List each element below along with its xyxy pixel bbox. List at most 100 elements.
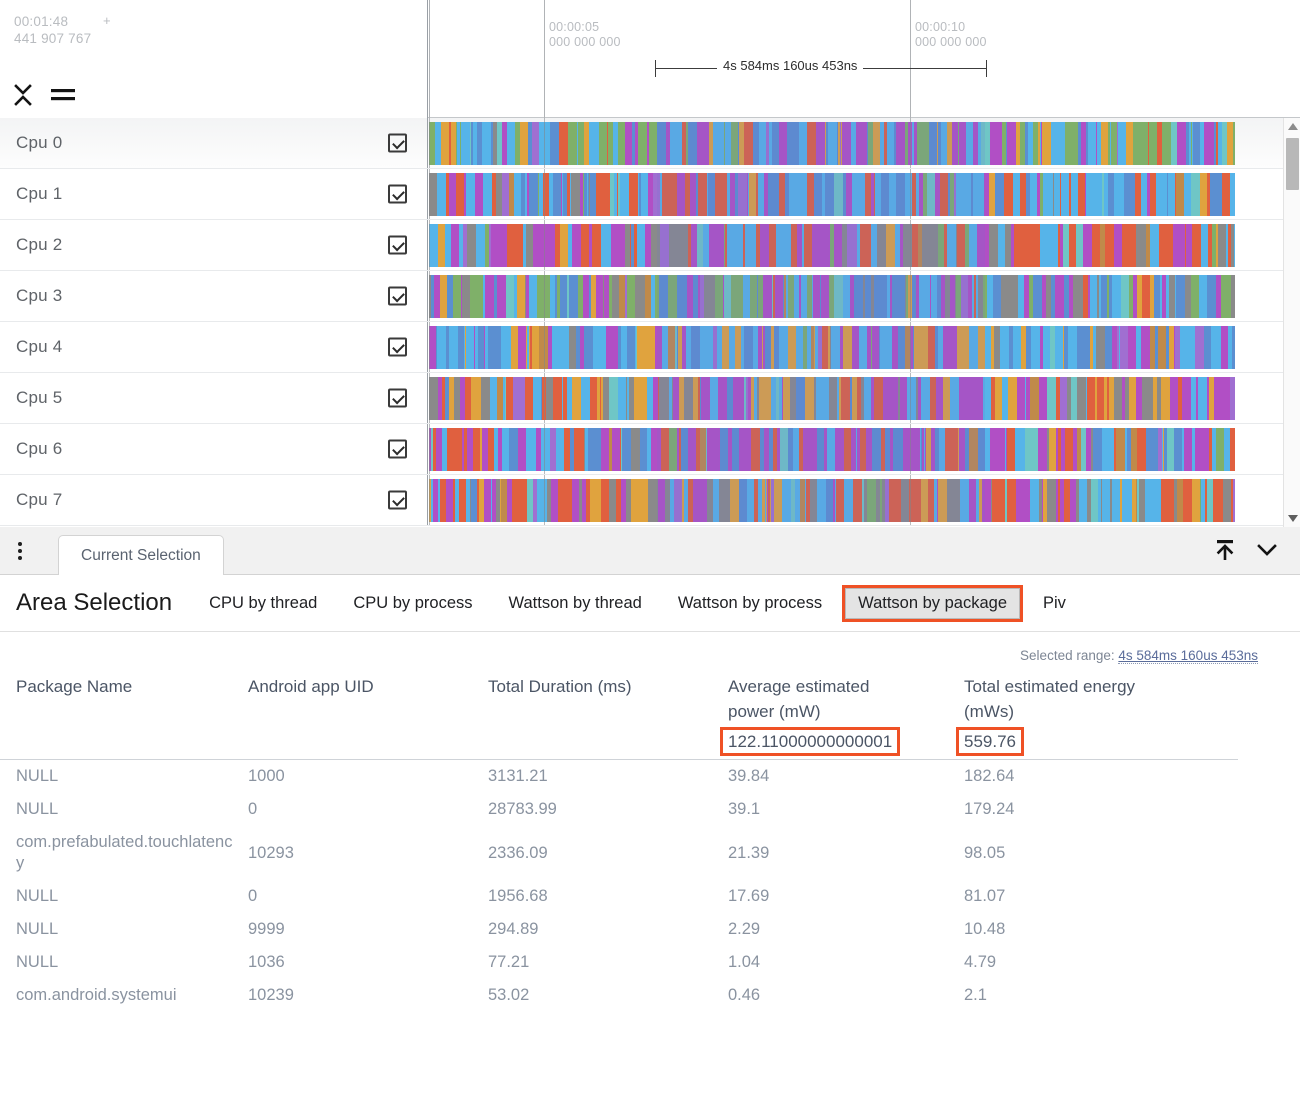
slice[interactable] (1099, 275, 1101, 318)
slice[interactable] (1005, 224, 1011, 267)
slice[interactable] (817, 326, 818, 369)
slice[interactable] (844, 479, 853, 522)
slice[interactable] (874, 275, 882, 318)
slice[interactable] (1060, 173, 1061, 216)
slice[interactable] (779, 326, 788, 369)
slice[interactable] (1162, 122, 1171, 165)
slice[interactable] (620, 173, 629, 216)
slice[interactable] (648, 173, 653, 216)
slice[interactable] (479, 479, 484, 522)
slice[interactable] (502, 173, 509, 216)
slice[interactable] (857, 377, 861, 420)
slice[interactable] (641, 173, 642, 216)
slice[interactable] (978, 122, 981, 165)
slice[interactable] (1191, 173, 1200, 216)
slice[interactable] (923, 479, 928, 522)
slice[interactable] (516, 275, 517, 318)
slice[interactable] (1196, 377, 1198, 420)
slice[interactable] (429, 428, 431, 471)
slice[interactable] (1042, 275, 1044, 318)
track-checkbox[interactable] (388, 235, 407, 255)
slice[interactable] (1173, 224, 1180, 267)
slice[interactable] (762, 326, 763, 369)
slice[interactable] (912, 275, 916, 318)
slice[interactable] (1063, 224, 1069, 267)
slice[interactable] (1161, 479, 1167, 522)
slice[interactable] (1146, 428, 1154, 471)
slice[interactable] (497, 377, 503, 420)
slice[interactable] (937, 275, 941, 318)
slice[interactable] (1116, 428, 1125, 471)
slice[interactable] (431, 275, 434, 318)
slice[interactable] (1148, 122, 1149, 165)
slice[interactable] (673, 122, 682, 165)
slice[interactable] (829, 377, 837, 420)
slice[interactable] (788, 428, 793, 471)
slice[interactable] (1044, 428, 1047, 471)
slice[interactable] (1145, 479, 1153, 522)
slice[interactable] (567, 428, 570, 471)
slice[interactable] (429, 224, 438, 267)
slice[interactable] (921, 428, 922, 471)
slice[interactable] (1133, 275, 1137, 318)
slice[interactable] (606, 326, 609, 369)
slice[interactable] (1192, 428, 1195, 471)
slice[interactable] (592, 479, 600, 522)
slice[interactable] (485, 326, 488, 369)
slice[interactable] (874, 377, 883, 420)
slice[interactable] (1201, 224, 1208, 267)
slice[interactable] (479, 275, 483, 318)
slice[interactable] (571, 173, 580, 216)
slice[interactable] (684, 479, 688, 522)
slice[interactable] (670, 479, 674, 522)
track-checkbox[interactable] (388, 337, 407, 357)
slice[interactable] (1079, 479, 1087, 522)
slice[interactable] (1000, 428, 1005, 471)
chevron-down-icon[interactable] (1254, 540, 1280, 565)
slice[interactable] (912, 122, 914, 165)
slice[interactable] (1042, 122, 1051, 165)
slice[interactable] (1184, 173, 1191, 216)
slice[interactable] (591, 275, 596, 318)
slice[interactable] (584, 173, 587, 216)
slice[interactable] (1136, 224, 1143, 267)
slice[interactable] (989, 173, 995, 216)
slice[interactable] (753, 122, 759, 165)
slice[interactable] (732, 428, 739, 471)
slice[interactable] (751, 377, 753, 420)
slice[interactable] (429, 377, 438, 420)
slice[interactable] (563, 275, 566, 318)
slice[interactable] (640, 428, 647, 471)
slice[interactable] (1063, 326, 1064, 369)
slice[interactable] (771, 479, 774, 522)
slice[interactable] (925, 275, 930, 318)
slice[interactable] (1014, 224, 1017, 267)
slice[interactable] (837, 377, 839, 420)
slice[interactable] (919, 173, 923, 216)
slice[interactable] (906, 275, 908, 318)
slice[interactable] (1039, 377, 1047, 420)
slice[interactable] (958, 428, 959, 471)
slice[interactable] (774, 479, 778, 522)
slice[interactable] (698, 275, 700, 318)
slice[interactable] (913, 326, 914, 369)
slice[interactable] (485, 224, 489, 267)
slice[interactable] (883, 377, 891, 420)
slice[interactable] (742, 377, 743, 420)
slice[interactable] (834, 173, 843, 216)
slice[interactable] (562, 377, 563, 420)
slice[interactable] (743, 275, 750, 318)
slice[interactable] (681, 428, 688, 471)
slice[interactable] (799, 428, 803, 471)
slice[interactable] (821, 275, 829, 318)
slice[interactable] (1031, 326, 1040, 369)
slice[interactable] (627, 326, 635, 369)
slice[interactable] (611, 224, 617, 267)
slice[interactable] (1097, 377, 1104, 420)
slice[interactable] (764, 326, 765, 369)
slice[interactable] (713, 428, 720, 471)
slice[interactable] (905, 122, 908, 165)
slice[interactable] (1072, 122, 1078, 165)
slice[interactable] (1013, 173, 1020, 216)
slice[interactable] (947, 224, 956, 267)
